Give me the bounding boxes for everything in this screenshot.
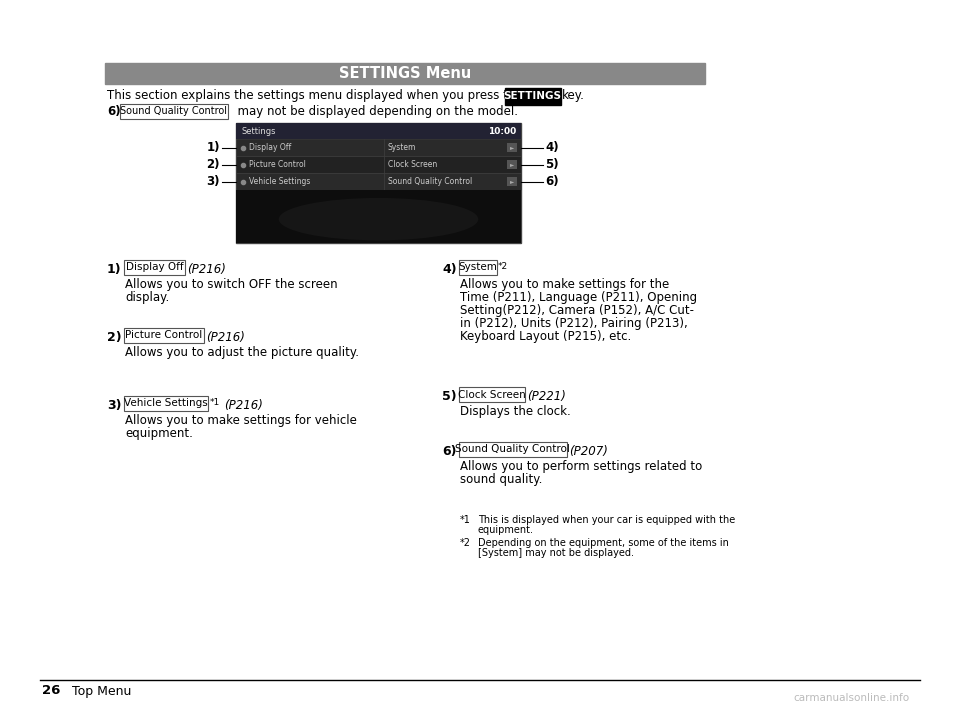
Text: System: System [459,263,497,273]
Text: 4): 4) [545,141,559,154]
Text: 6): 6) [545,175,559,188]
Bar [236,123,521,243]
Text: 2): 2) [206,158,220,171]
Text: 6): 6) [107,105,121,118]
Text: in (P212), Units (P212), Pairing (P213),: in (P212), Units (P212), Pairing (P213), [460,317,687,330]
Text: Vehicle Settings: Vehicle Settings [249,177,310,186]
Text: 1): 1) [107,263,122,276]
FancyBboxPatch shape [124,396,208,411]
Text: 3): 3) [206,175,220,188]
Text: Keyboard Layout (P215), etc.: Keyboard Layout (P215), etc. [460,330,632,343]
Text: [System] may not be displayed.: [System] may not be displayed. [478,548,634,558]
FancyBboxPatch shape [459,442,566,457]
Text: Depending on the equipment, some of the items in: Depending on the equipment, some of the … [478,538,729,548]
Text: equipment.: equipment. [478,525,534,535]
Text: (P221): (P221) [527,390,565,403]
Bar [507,177,517,186]
Text: (P207): (P207) [568,445,608,458]
Text: display.: display. [125,291,169,304]
Text: 6): 6) [442,445,457,458]
Text: *2: *2 [460,538,471,548]
Text: ►: ► [510,179,515,184]
Text: sound quality.: sound quality. [460,473,542,486]
Text: SETTINGS Menu: SETTINGS Menu [339,66,471,81]
Text: Sound Quality Control: Sound Quality Control [388,177,472,186]
Text: *1: *1 [209,398,220,407]
Text: Displays the clock.: Displays the clock. [460,405,571,418]
FancyBboxPatch shape [124,260,185,275]
Text: Allows you to switch OFF the screen: Allows you to switch OFF the screen [125,278,338,291]
Text: ►: ► [510,145,515,150]
Text: carmanualsonline.info: carmanualsonline.info [794,693,910,703]
Text: 26: 26 [42,685,60,697]
Text: Picture Control: Picture Control [125,331,203,341]
FancyBboxPatch shape [505,88,561,105]
Bar [236,173,384,190]
Text: Clock Screen: Clock Screen [458,389,526,399]
Text: Clock Screen: Clock Screen [388,160,437,169]
Text: equipment.: equipment. [125,427,193,440]
Bar [384,139,521,156]
Text: Settings: Settings [241,127,276,135]
Text: (P216): (P216) [225,399,263,412]
Bar [507,160,517,169]
Text: Setting(P212), Camera (P152), A/C Cut-: Setting(P212), Camera (P152), A/C Cut- [460,304,694,317]
Text: 5): 5) [442,390,457,403]
Bar [236,190,521,243]
Text: Display Off: Display Off [126,263,183,273]
Text: Sound Quality Control: Sound Quality Control [121,106,228,116]
Text: *2: *2 [498,262,508,271]
Text: 4): 4) [442,263,457,276]
Text: Allows you to make settings for the: Allows you to make settings for the [460,278,669,291]
Text: Top Menu: Top Menu [72,685,132,697]
Text: Picture Control: Picture Control [249,160,306,169]
Text: 10:00: 10:00 [488,127,516,135]
Text: (P216): (P216) [187,263,226,276]
Ellipse shape [278,198,478,240]
Text: SETTINGS: SETTINGS [503,91,561,101]
Text: key.: key. [562,89,585,103]
Text: Vehicle Settings: Vehicle Settings [125,399,208,409]
FancyBboxPatch shape [459,260,497,275]
Bar [384,156,521,173]
Text: Display Off: Display Off [249,143,291,152]
Text: *1: *1 [460,515,470,525]
FancyBboxPatch shape [459,387,525,402]
Text: This section explains the settings menu displayed when you press the: This section explains the settings menu … [107,89,522,103]
Text: Allows you to make settings for vehicle: Allows you to make settings for vehicle [125,414,357,427]
Text: Allows you to adjust the picture quality.: Allows you to adjust the picture quality… [125,346,359,359]
Text: Time (P211), Language (P211), Opening: Time (P211), Language (P211), Opening [460,291,697,304]
Bar [105,63,705,84]
Text: 5): 5) [545,158,559,171]
FancyBboxPatch shape [120,103,228,118]
Text: ►: ► [510,162,515,167]
Text: System: System [388,143,417,152]
Text: Sound Quality Control: Sound Quality Control [455,445,570,455]
FancyBboxPatch shape [124,328,204,343]
Text: may not be displayed depending on the model.: may not be displayed depending on the mo… [230,105,518,118]
Text: (P216): (P216) [205,331,245,344]
Bar [384,173,521,190]
Bar [236,156,384,173]
Text: Allows you to perform settings related to: Allows you to perform settings related t… [460,460,703,473]
Text: 2): 2) [107,331,122,344]
Text: 3): 3) [107,399,122,412]
Text: 1): 1) [206,141,220,154]
Bar [236,139,384,156]
Bar [507,143,517,152]
Text: This is displayed when your car is equipped with the: This is displayed when your car is equip… [478,515,735,525]
Bar [236,123,521,139]
